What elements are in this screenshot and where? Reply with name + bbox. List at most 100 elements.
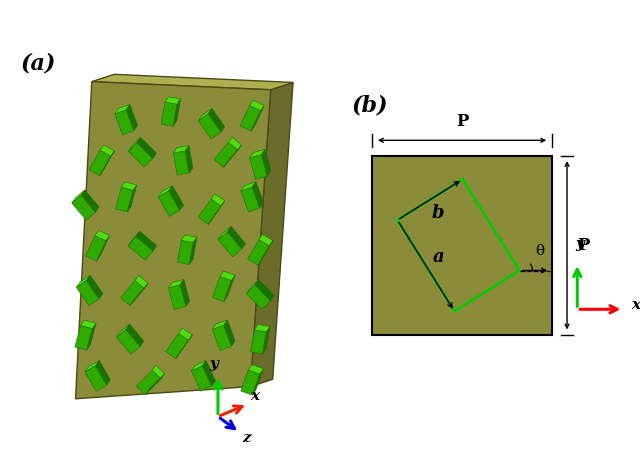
Polygon shape	[100, 151, 115, 176]
Bar	[372, 156, 552, 335]
Polygon shape	[122, 182, 137, 190]
Polygon shape	[85, 365, 107, 391]
Polygon shape	[202, 360, 216, 386]
Polygon shape	[224, 275, 235, 301]
Polygon shape	[214, 142, 238, 167]
Polygon shape	[255, 325, 270, 332]
Polygon shape	[212, 276, 232, 301]
Polygon shape	[145, 374, 164, 395]
Polygon shape	[100, 145, 115, 156]
Polygon shape	[248, 365, 264, 374]
Polygon shape	[241, 182, 256, 191]
Polygon shape	[116, 187, 133, 212]
Polygon shape	[166, 333, 189, 358]
Polygon shape	[224, 320, 235, 346]
Polygon shape	[76, 81, 271, 399]
Polygon shape	[97, 236, 110, 261]
Text: P: P	[577, 237, 589, 254]
Text: b: b	[432, 204, 444, 222]
Polygon shape	[158, 186, 172, 197]
Polygon shape	[211, 194, 225, 206]
Polygon shape	[250, 100, 264, 111]
Polygon shape	[198, 114, 221, 139]
Polygon shape	[128, 231, 140, 246]
Polygon shape	[169, 186, 184, 210]
Polygon shape	[252, 182, 264, 208]
Polygon shape	[115, 105, 130, 114]
Polygon shape	[128, 236, 153, 260]
Polygon shape	[258, 241, 273, 265]
Polygon shape	[241, 187, 260, 212]
Polygon shape	[86, 275, 103, 299]
Polygon shape	[81, 190, 99, 212]
Polygon shape	[186, 146, 193, 173]
Polygon shape	[218, 232, 242, 257]
Polygon shape	[92, 74, 293, 90]
Polygon shape	[173, 151, 189, 175]
Polygon shape	[176, 335, 192, 358]
Polygon shape	[126, 105, 138, 131]
Polygon shape	[168, 285, 186, 309]
Polygon shape	[220, 271, 235, 281]
Polygon shape	[75, 325, 92, 350]
Text: a: a	[433, 249, 445, 267]
Polygon shape	[95, 230, 110, 241]
Polygon shape	[191, 366, 212, 391]
Polygon shape	[212, 325, 232, 350]
Polygon shape	[158, 191, 180, 216]
Polygon shape	[250, 149, 265, 158]
Polygon shape	[85, 360, 99, 372]
Polygon shape	[136, 370, 161, 395]
Polygon shape	[181, 235, 197, 243]
Polygon shape	[189, 237, 197, 265]
Polygon shape	[173, 146, 189, 153]
Polygon shape	[152, 365, 164, 379]
Polygon shape	[180, 279, 189, 306]
Polygon shape	[95, 360, 110, 385]
Polygon shape	[89, 150, 111, 176]
Polygon shape	[240, 106, 260, 131]
Polygon shape	[251, 106, 264, 131]
Polygon shape	[76, 280, 99, 306]
Polygon shape	[126, 324, 144, 347]
Text: x: x	[250, 389, 260, 403]
Polygon shape	[165, 97, 180, 104]
Polygon shape	[255, 280, 275, 300]
Text: (b): (b)	[352, 94, 388, 116]
Polygon shape	[168, 279, 184, 288]
Polygon shape	[161, 102, 177, 126]
Polygon shape	[72, 190, 84, 203]
Polygon shape	[252, 369, 264, 395]
Text: y: y	[209, 357, 218, 371]
Polygon shape	[135, 275, 148, 288]
Polygon shape	[246, 280, 259, 293]
Polygon shape	[262, 149, 271, 176]
Polygon shape	[218, 227, 231, 240]
Polygon shape	[130, 283, 148, 306]
Polygon shape	[120, 281, 144, 306]
Polygon shape	[179, 328, 192, 340]
Polygon shape	[173, 99, 180, 126]
Polygon shape	[223, 145, 241, 167]
Polygon shape	[208, 201, 225, 224]
Polygon shape	[208, 108, 225, 132]
Polygon shape	[241, 370, 260, 395]
Polygon shape	[177, 240, 193, 265]
Polygon shape	[198, 199, 221, 224]
Polygon shape	[116, 324, 129, 337]
Polygon shape	[250, 154, 268, 179]
Polygon shape	[129, 143, 153, 167]
Polygon shape	[262, 326, 270, 354]
Polygon shape	[228, 137, 241, 150]
Polygon shape	[127, 185, 137, 212]
Polygon shape	[137, 138, 156, 158]
Polygon shape	[227, 227, 246, 249]
Polygon shape	[259, 235, 273, 246]
Polygon shape	[198, 108, 212, 121]
Text: x: x	[632, 298, 640, 312]
Polygon shape	[212, 320, 227, 329]
Polygon shape	[246, 285, 271, 309]
Text: z: z	[243, 430, 251, 445]
Text: P: P	[456, 113, 468, 130]
Polygon shape	[86, 236, 106, 261]
